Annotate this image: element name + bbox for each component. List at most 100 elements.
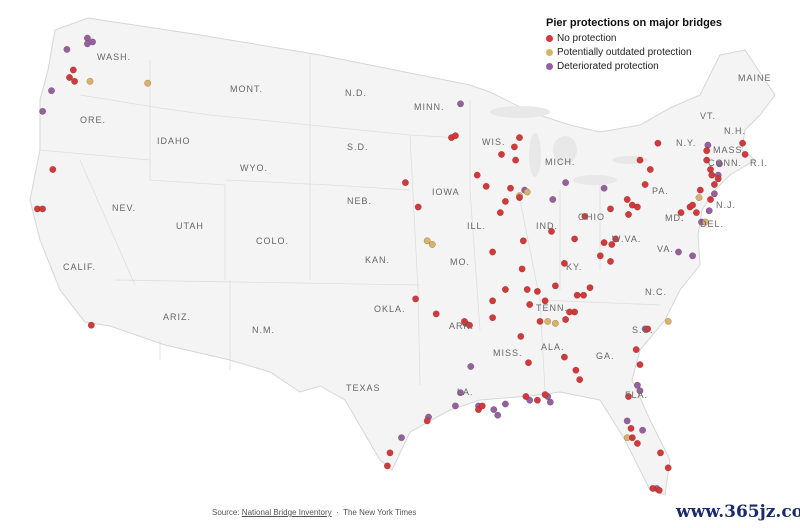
bridge-point-none[interactable] xyxy=(401,179,409,187)
bridge-point-deteriorated[interactable] xyxy=(467,363,475,370)
bridge-point-none[interactable] xyxy=(636,361,644,369)
bridge-point-none[interactable] xyxy=(541,391,549,399)
bridge-point-deteriorated[interactable] xyxy=(39,107,47,115)
bridge-point-outdated[interactable] xyxy=(551,319,559,327)
bridge-point-none[interactable] xyxy=(541,297,549,305)
bridge-point-none[interactable] xyxy=(646,166,654,173)
bridge-point-none[interactable] xyxy=(39,205,47,213)
bridge-point-none[interactable] xyxy=(519,237,527,245)
bridge-point-deteriorated[interactable] xyxy=(562,179,570,187)
bridge-point-none[interactable] xyxy=(657,449,664,457)
bridge-point-none[interactable] xyxy=(489,314,497,322)
bridge-point-none[interactable] xyxy=(625,211,632,218)
bridge-point-none[interactable] xyxy=(600,239,608,247)
bridge-point-deteriorated[interactable] xyxy=(636,387,644,395)
bridge-point-none[interactable] xyxy=(510,143,518,151)
bridge-point-none[interactable] xyxy=(572,366,580,374)
bridge-point-deteriorated[interactable] xyxy=(704,141,712,149)
bridge-point-none[interactable] xyxy=(466,321,473,329)
bridge-point-none[interactable] xyxy=(432,310,440,318)
bridge-point-none[interactable] xyxy=(625,393,632,400)
bridge-point-none[interactable] xyxy=(66,74,73,81)
bridge-point-none[interactable] xyxy=(707,196,714,203)
bridge-point-none[interactable] xyxy=(533,287,541,295)
bridge-point-none[interactable] xyxy=(573,291,581,299)
bridge-point-none[interactable] xyxy=(703,147,711,155)
bridge-point-none[interactable] xyxy=(87,321,95,329)
bridge-point-outdated[interactable] xyxy=(423,237,431,245)
bridge-point-none[interactable] xyxy=(623,196,631,203)
bridge-point-none[interactable] xyxy=(548,227,555,235)
bridge-point-none[interactable] xyxy=(644,325,652,333)
bridge-point-outdated[interactable] xyxy=(701,218,709,226)
bridge-point-none[interactable] xyxy=(414,203,422,211)
bridge-point-none[interactable] xyxy=(71,77,79,85)
bridge-point-none[interactable] xyxy=(507,184,514,192)
bridge-point-outdated[interactable] xyxy=(86,77,94,85)
bridge-point-none[interactable] xyxy=(412,295,420,303)
bridge-point-none[interactable] xyxy=(560,353,568,361)
bridge-point-none[interactable] xyxy=(536,317,544,325)
bridge-point-none[interactable] xyxy=(523,286,531,293)
bridge-point-none[interactable] xyxy=(518,265,526,273)
bridge-point-none[interactable] xyxy=(607,205,614,213)
bridge-point-none[interactable] xyxy=(522,393,530,400)
bridge-point-deteriorated[interactable] xyxy=(457,100,464,108)
bridge-point-none[interactable] xyxy=(489,248,497,256)
bridge-point-deteriorated[interactable] xyxy=(716,160,723,168)
bridge-point-none[interactable] xyxy=(566,308,573,316)
bridge-point-none[interactable] xyxy=(612,235,620,243)
bridge-point-none[interactable] xyxy=(69,66,77,74)
bridge-point-none[interactable] xyxy=(641,181,649,188)
bridge-point-none[interactable] xyxy=(664,464,672,472)
bridge-point-outdated[interactable] xyxy=(664,317,672,325)
bridge-point-outdated[interactable] xyxy=(428,241,436,248)
bridge-point-none[interactable] xyxy=(741,150,749,158)
source-link[interactable]: National Bridge Inventory xyxy=(241,508,332,517)
bridge-point-none[interactable] xyxy=(703,156,711,164)
bridge-point-deteriorated[interactable] xyxy=(623,417,631,425)
bridge-point-none[interactable] xyxy=(478,402,486,410)
bridge-point-deteriorated[interactable] xyxy=(501,400,509,408)
bridge-point-outdated[interactable] xyxy=(144,79,152,87)
bridge-point-none[interactable] xyxy=(571,235,579,243)
bridge-point-none[interactable] xyxy=(576,376,584,384)
bridge-point-none[interactable] xyxy=(386,449,394,457)
bridge-point-none[interactable] xyxy=(586,284,594,292)
bridge-point-deteriorated[interactable] xyxy=(600,184,608,192)
bridge-point-none[interactable] xyxy=(649,484,657,492)
bridge-point-none[interactable] xyxy=(49,166,57,173)
bridge-point-none[interactable] xyxy=(696,186,704,194)
bridge-point-none[interactable] xyxy=(689,201,697,209)
bridge-point-none[interactable] xyxy=(633,439,641,447)
bridge-point-outdated[interactable] xyxy=(695,194,703,202)
bridge-point-deteriorated[interactable] xyxy=(494,411,502,419)
bridge-point-none[interactable] xyxy=(739,139,747,147)
bridge-point-none[interactable] xyxy=(607,257,614,265)
bridge-point-none[interactable] xyxy=(525,359,532,367)
bridge-point-none[interactable] xyxy=(562,316,570,323)
bridge-point-none[interactable] xyxy=(383,462,391,470)
bridge-point-none[interactable] xyxy=(473,171,481,179)
bridge-point-none[interactable] xyxy=(460,317,468,325)
bridge-point-deteriorated[interactable] xyxy=(633,381,641,389)
bridge-point-none[interactable] xyxy=(627,424,635,432)
bridge-point-none[interactable] xyxy=(628,434,636,442)
bridge-point-none[interactable] xyxy=(580,291,588,299)
bridge-point-none[interactable] xyxy=(608,241,616,248)
bridge-point-deteriorated[interactable] xyxy=(549,196,557,203)
bridge-point-deteriorated[interactable] xyxy=(675,248,682,256)
bridge-point-none[interactable] xyxy=(581,212,589,220)
bridge-point-none[interactable] xyxy=(655,486,663,494)
bridge-point-none[interactable] xyxy=(517,332,525,340)
bridge-point-none[interactable] xyxy=(632,346,640,354)
bridge-point-none[interactable] xyxy=(654,139,662,147)
bridge-point-none[interactable] xyxy=(677,209,685,217)
bridge-point-deteriorated[interactable] xyxy=(710,190,718,198)
bridge-point-none[interactable] xyxy=(560,259,568,267)
bridge-point-none[interactable] xyxy=(516,134,523,142)
bridge-point-none[interactable] xyxy=(516,194,523,202)
bridge-point-none[interactable] xyxy=(533,396,541,404)
bridge-point-deteriorated[interactable] xyxy=(689,252,697,260)
bridge-point-deteriorated[interactable] xyxy=(48,87,55,95)
